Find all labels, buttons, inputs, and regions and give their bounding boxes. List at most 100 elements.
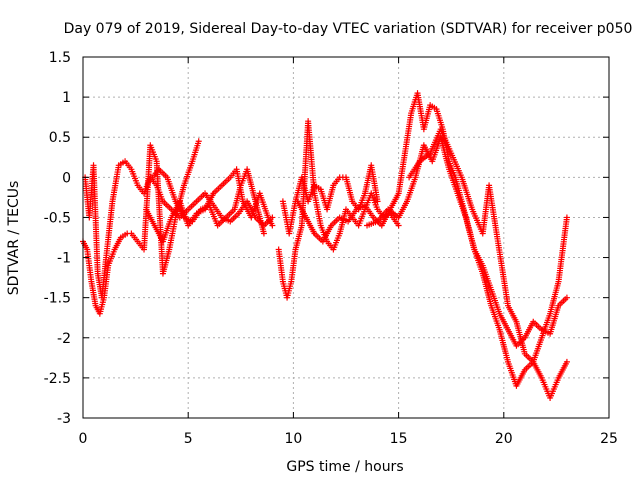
- x-tick-label: 20: [495, 431, 513, 447]
- series-segment-markers: [355, 203, 366, 212]
- series-segment-markers: [497, 312, 510, 331]
- data-point: [195, 138, 202, 145]
- series-segment-markers: [97, 296, 107, 315]
- series-segment-markers: [144, 208, 157, 227]
- series-segment-markers: [350, 216, 361, 227]
- series-segment-markers: [480, 264, 494, 291]
- series-segment-markers: [313, 183, 322, 192]
- series-segment-markers: [286, 200, 299, 235]
- series-segment-markers: [324, 184, 336, 211]
- y-tick-label: -2: [57, 331, 71, 347]
- series-segment-markers: [288, 248, 299, 283]
- y-axis-title: SDTVAR / TECUs: [6, 181, 22, 296]
- data-point: [374, 198, 381, 205]
- series-7: [294, 90, 570, 401]
- series-segment-markers: [136, 240, 146, 251]
- chart-title: Day 079 of 2019, Sidereal Day-to-day VTE…: [64, 21, 633, 37]
- series-segment-markers: [183, 215, 194, 224]
- series-segment-markers: [395, 152, 408, 195]
- series-segment-markers: [220, 175, 232, 187]
- series-segment-markers: [472, 248, 485, 267]
- series-segment-markers: [81, 240, 90, 251]
- series-segment-markers: [539, 312, 553, 339]
- series-segment-markers: [428, 128, 443, 155]
- series-segment-markers: [376, 208, 390, 223]
- x-axis-title: GPS time / hours: [286, 459, 403, 475]
- series-segment-markers: [117, 159, 126, 167]
- series-segment-markers: [446, 160, 458, 179]
- series-segment-markers: [295, 200, 308, 219]
- series-segment-markers: [257, 192, 271, 219]
- x-tick-label: 0: [79, 431, 88, 447]
- series-segment-markers: [160, 216, 174, 243]
- data-point: [260, 230, 267, 237]
- data-point: [563, 358, 570, 365]
- series-segment-markers: [556, 360, 569, 379]
- series-segment-markers: [434, 108, 446, 130]
- series-segment-markers: [555, 216, 570, 283]
- series-segment-markers: [329, 216, 342, 227]
- series-segment-markers: [547, 280, 561, 315]
- series-segment-markers: [531, 336, 544, 363]
- data-point: [269, 222, 276, 229]
- series-segment-markers: [88, 280, 99, 307]
- data-point: [563, 294, 570, 301]
- series-segment-markers: [497, 328, 511, 363]
- series-segment-markers: [166, 216, 179, 251]
- series-segment-markers: [388, 192, 401, 211]
- y-tick-label: -2.5: [44, 371, 71, 387]
- series-segment-markers: [363, 204, 375, 219]
- y-tick-label: -3: [57, 411, 71, 427]
- series-segment-markers: [119, 231, 129, 240]
- series-segment-markers: [244, 168, 258, 203]
- series-segment-markers: [488, 304, 502, 331]
- series-segment-markers: [186, 200, 198, 211]
- series-segment-markers: [388, 212, 401, 227]
- series-segment-markers: [103, 200, 116, 259]
- series-segment-markers: [452, 176, 465, 203]
- series-segment-markers: [376, 208, 386, 219]
- series-segment-markers: [369, 192, 380, 211]
- y-tick-label: 1.5: [49, 50, 71, 66]
- series-segment-markers: [173, 200, 186, 219]
- series-segment-markers: [331, 232, 342, 251]
- series-segment-markers: [154, 184, 166, 203]
- series-segment-markers: [129, 168, 140, 187]
- series-segment-markers: [557, 296, 569, 308]
- series-segment-markers: [459, 176, 475, 211]
- series-segment-markers: [293, 224, 305, 251]
- series-2: [82, 158, 276, 301]
- series-segment-markers: [499, 264, 511, 307]
- series-4: [149, 166, 267, 237]
- series-segment-markers: [99, 256, 109, 299]
- series-segment-markers: [253, 200, 267, 235]
- series-segment-markers: [211, 204, 224, 219]
- series-segment-markers: [514, 368, 527, 387]
- series-segment-markers: [366, 219, 379, 228]
- series-segment-markers: [396, 200, 409, 219]
- series-segment-markers: [207, 204, 220, 227]
- series-segment-markers: [320, 224, 334, 243]
- x-tick-label: 15: [390, 431, 408, 447]
- series-segment-markers: [488, 288, 502, 315]
- series-segment-markers: [141, 144, 154, 251]
- series-segment-markers: [346, 208, 359, 223]
- series-segment-markers: [531, 320, 543, 332]
- y-tick-label: 1: [62, 90, 71, 106]
- series-segment-markers: [325, 240, 335, 251]
- series-segment-markers: [438, 136, 452, 171]
- series-segment-markers: [112, 236, 123, 251]
- x-tick-label: 25: [600, 431, 618, 447]
- series-segment-markers: [148, 144, 159, 162]
- series-segment-markers: [548, 377, 561, 399]
- series-segment-markers: [547, 304, 561, 335]
- y-tick-label: 0.5: [49, 130, 71, 146]
- series-segment-markers: [284, 280, 294, 299]
- y-tick-label: 0: [62, 170, 71, 186]
- series-segment-markers: [506, 304, 519, 323]
- series-segment-markers: [449, 152, 464, 179]
- series-segment-markers: [418, 151, 432, 163]
- series-segment-markers: [438, 128, 454, 155]
- x-tick-label: 5: [184, 431, 193, 447]
- series-segment-markers: [513, 320, 528, 355]
